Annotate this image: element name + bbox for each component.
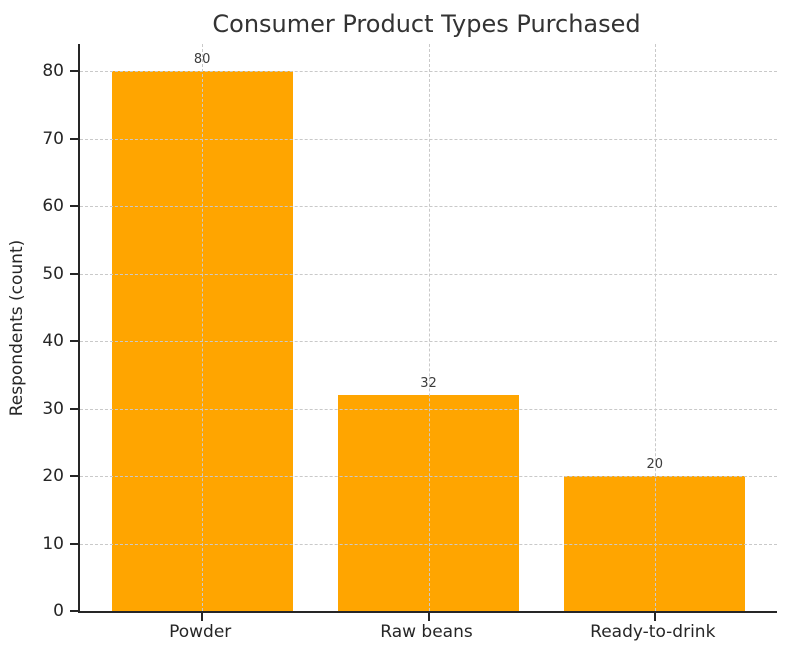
bar-value-label: 32 [420,376,437,391]
gridline-vertical [654,44,656,611]
x-tick-label-raw-beans: Raw beans [380,622,473,642]
x-tick-mark [653,613,656,621]
y-tick-mark [70,542,78,545]
bar-value-label: 20 [646,457,664,472]
y-tick-label: 10 [42,533,64,554]
chart-title: Consumer Product Types Purchased [212,10,641,38]
y-tick-label: 70 [42,128,64,149]
y-tick-mark [70,137,78,140]
x-tick-label-ready-to-drink: Ready-to-drink [590,622,716,642]
y-tick-label: 60 [42,196,64,216]
y-tick-label: 0 [53,601,64,621]
plot-area: 80 32 20 [70,44,777,621]
y-tick-mark [70,205,78,207]
y-tick-label: 80 [42,61,64,81]
y-tick-mark [70,272,78,275]
gridline-vertical [428,44,430,611]
gridline-vertical [202,44,204,611]
x-tick-label-powder: Powder [169,622,232,642]
y-tick-mark [70,610,78,612]
y-tick-mark [70,340,78,342]
y-tick-label: 30 [42,398,64,419]
y-tick-label: 50 [42,263,64,284]
y-tick-label: 40 [42,331,64,351]
y-tick-label: 20 [42,466,64,486]
y-tick-mark [70,475,78,477]
bar-raw-beans [337,395,519,611]
y-tick-mark [70,407,78,410]
bar-value-label: 80 [193,52,211,67]
x-tick-mark [427,613,430,621]
y-tick-mark [70,70,78,72]
x-tick-mark [201,613,204,621]
